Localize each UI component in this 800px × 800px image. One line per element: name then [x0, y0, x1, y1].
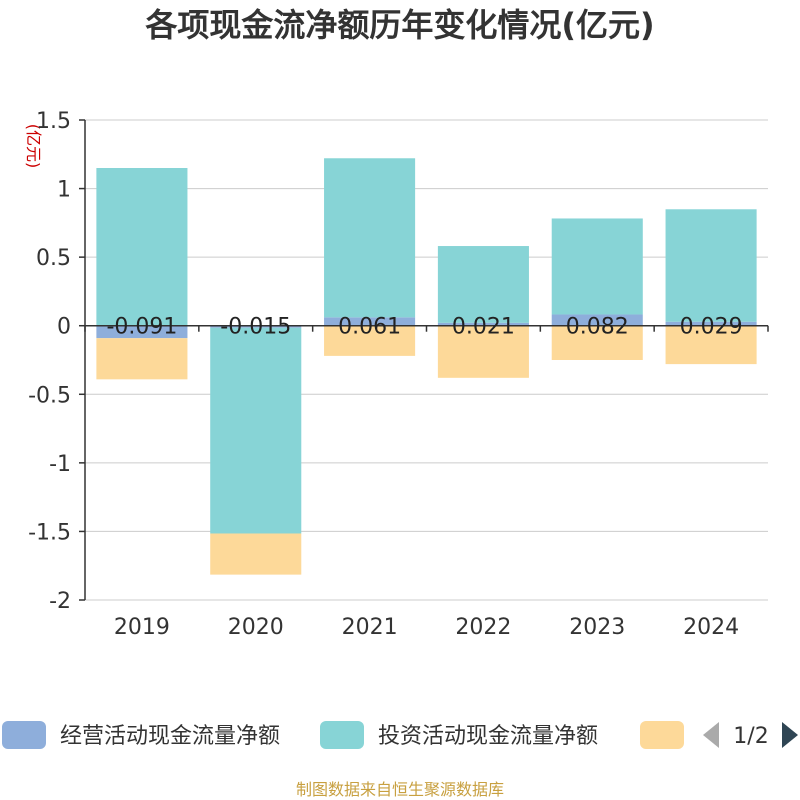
y-tick-label: 1 — [57, 178, 71, 203]
bar-s2-2022 — [437, 325, 529, 378]
data-label: 0.029 — [680, 315, 743, 340]
bar-s0-2020 — [210, 325, 302, 328]
bar-s2-2024 — [665, 325, 757, 365]
legend-swatch-2 — [640, 721, 684, 749]
legend-label-1: 投资活动现金流量净额 — [378, 724, 598, 749]
legend-swatch-0 — [2, 721, 46, 749]
bar-s2-2021 — [324, 325, 416, 356]
data-label: 0.061 — [338, 315, 401, 340]
bar-s0-2021 — [324, 317, 416, 326]
data-label: -0.091 — [106, 315, 177, 340]
bar-s1-2024 — [665, 209, 757, 322]
y-tick-label: -1.5 — [28, 520, 71, 545]
y-tick-label: -2 — [49, 589, 71, 614]
y-tick-label: 0.5 — [36, 246, 71, 271]
legend-swatch-1 — [320, 721, 364, 749]
bar-s0-2022 — [437, 322, 529, 326]
bar-group — [96, 158, 757, 575]
data-label: -0.015 — [220, 315, 291, 340]
legend-next-icon[interactable] — [782, 722, 798, 748]
x-tick-label: 2020 — [228, 615, 284, 640]
legend-prev-icon[interactable] — [703, 722, 719, 748]
y-tick-label: 0 — [57, 315, 71, 340]
y-axis-unit: (亿元) — [24, 124, 43, 169]
data-labels: -0.091 -0.015 0.061 0.021 0.082 0.029 — [106, 315, 742, 340]
x-tick-label: 2022 — [455, 615, 511, 640]
bar-s1-2023 — [551, 218, 643, 315]
axes — [79, 119, 769, 601]
source-note: 制图数据来自恒生聚源数据库 — [296, 780, 504, 799]
x-tick-label: 2019 — [114, 615, 170, 640]
bar-s0-2023 — [551, 314, 643, 326]
y-tick-label: 1.5 — [36, 109, 71, 134]
bar-s1-2022 — [437, 246, 529, 323]
bar-s2-2019 — [96, 338, 188, 380]
bar-s1-2021 — [324, 158, 416, 318]
bar-s1-2019 — [96, 168, 188, 326]
data-label: 0.082 — [566, 315, 629, 340]
bar-s2-2023 — [551, 325, 643, 360]
y-tick-label: -0.5 — [28, 383, 71, 408]
bar-s0-2024 — [665, 321, 757, 326]
bar-s1-2020 — [210, 327, 302, 534]
bar-s2-2020 — [210, 533, 302, 575]
x-tick-label: 2023 — [569, 615, 625, 640]
legend: 经营活动现金流量净额 投资活动现金流量净额 1/2 — [2, 721, 798, 749]
tick-labels: 1.5 1 0.5 0 -0.5 -1 -1.5 -2 2019 2020 2021 2022 2023… — [28, 109, 739, 640]
legend-label-0: 经营活动现金流量净额 — [60, 724, 280, 749]
legend-page-indicator: 1/2 — [733, 724, 768, 749]
data-label: 0.021 — [452, 315, 515, 340]
chart-title: 各项现金流净额历年变化情况(亿元) — [145, 6, 654, 44]
bar-s0-2019 — [96, 325, 188, 339]
x-tick-label: 2021 — [342, 615, 398, 640]
x-tick-label: 2024 — [683, 615, 739, 640]
y-tick-label: -1 — [49, 452, 71, 477]
